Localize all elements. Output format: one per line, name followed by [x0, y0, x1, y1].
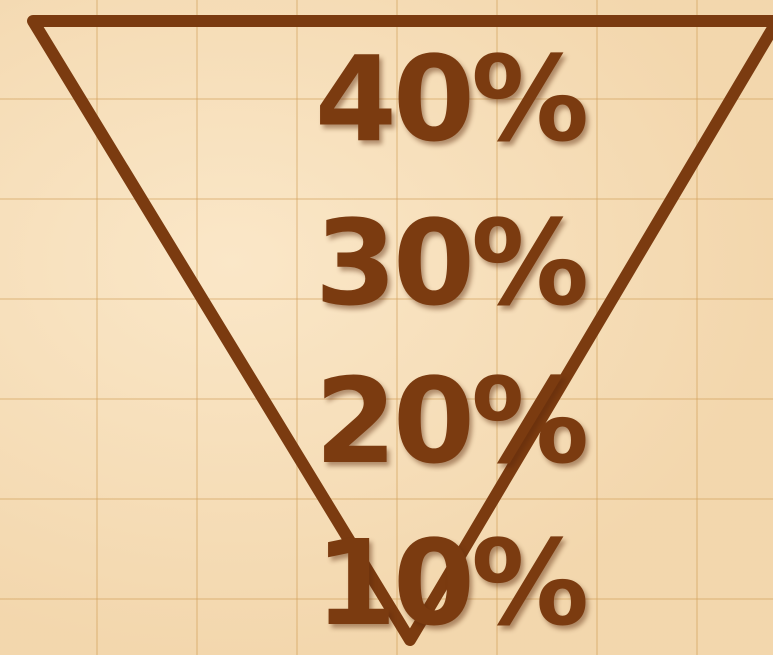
- level-label-10-percent: 10%: [314, 514, 589, 652]
- triangle-shape: [27, 15, 773, 646]
- level-label-30-percent: 30%: [314, 194, 589, 332]
- level-label-40-percent: 40%: [314, 30, 589, 168]
- level-label-20-percent: 20%: [314, 352, 589, 490]
